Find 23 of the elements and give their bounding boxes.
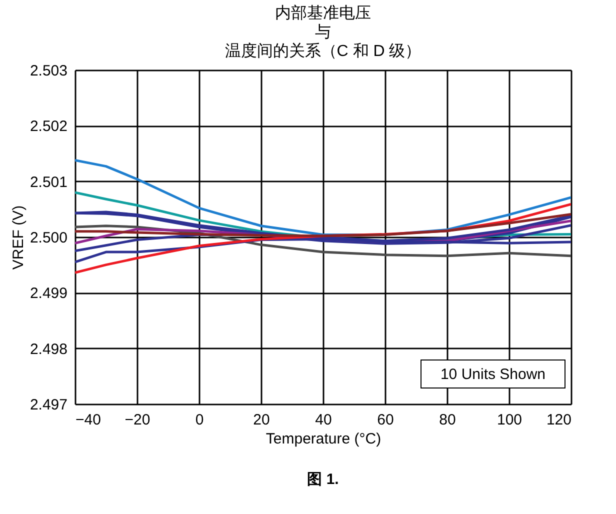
text: 与 [315,24,331,41]
text: 内部基准电压 [275,5,371,22]
annotation: 10 Units Shown [440,366,546,383]
y-tick-label: 2.500 [30,230,68,246]
x-axis-title: Temperature (°C) [266,430,382,448]
y-tick-label: 2.497 [30,396,68,414]
x-tick-label: −20 [124,412,150,428]
x-tick-label: −40 [76,412,101,428]
x-tick-label: 0 [195,412,204,428]
y-tick-label: 2.503 [30,62,68,80]
y-tick-label: 2.499 [30,285,68,302]
x-tick-label: 100 [496,412,522,428]
text: 温度间的关系（C 和 D 级） [224,43,422,60]
y-tick-label: 2.502 [30,118,68,136]
x-tick-label: 20 [253,412,270,428]
y-tick-label: 2.501 [30,174,68,191]
x-tick-label: 120 [546,412,572,428]
caption: 图 1. [307,471,339,488]
y-axis-title: VREF (V) [10,205,27,270]
x-tick-label: 60 [377,412,394,428]
y-tick-label: 2.498 [30,340,68,358]
x-tick-label: 40 [315,412,332,428]
x-tick-label: 80 [439,412,456,428]
